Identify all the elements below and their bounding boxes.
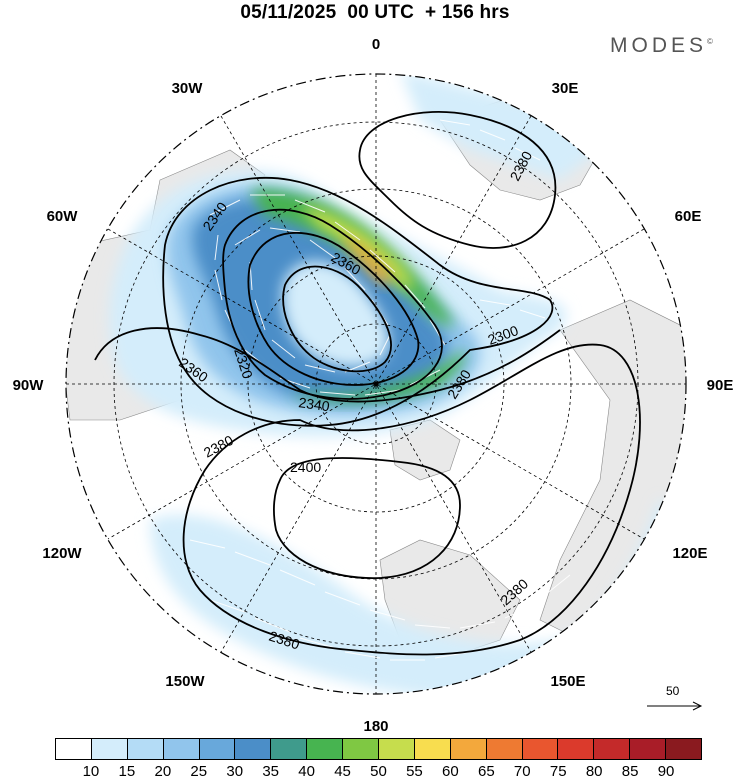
wind-streak: [439, 119, 546, 319]
lon-label-90w: 90W: [13, 377, 45, 394]
contour-2360-inner: [247, 231, 420, 386]
colorbar-tick-label: 60: [442, 763, 459, 780]
lon-label-60e: 60E: [675, 208, 702, 225]
colorbar-swatch: [414, 739, 451, 759]
wind-streak: [189, 539, 571, 629]
colorbar-tick-label: 85: [621, 763, 639, 780]
meridian-30: [220, 115, 532, 653]
colorbar-tick-label: 70: [513, 763, 531, 780]
wind-vectors: [189, 119, 571, 661]
shading-north-atlantic: [400, 74, 600, 180]
meridian-30w: [220, 115, 532, 653]
lon-label-30w: 30W: [172, 80, 204, 97]
lon-label-180: 180: [363, 718, 388, 735]
colorbar-swatch: [666, 739, 702, 759]
colorbar-swatch: [630, 739, 667, 759]
colorbar-swatch: [450, 739, 487, 759]
colorbar-tick-label: 40: [298, 763, 315, 780]
lon-label-120e: 120E: [672, 545, 707, 562]
lat-circle-80: [315, 323, 437, 445]
colorbar-tick-label: 20: [154, 763, 172, 780]
contour-2340-outer: [162, 176, 554, 427]
colorbar-swatch: [307, 739, 344, 759]
shading-jet-core-45: [250, 189, 455, 326]
shading-jet-core-south: [290, 350, 465, 402]
colorbar-tick-label: 50: [370, 763, 387, 780]
colorbar-tick-label: 90: [657, 763, 675, 780]
contour-2320: [222, 208, 443, 400]
colorbar-tick-label: 35: [262, 763, 279, 780]
colorbar-ticks: 10 15 20 25 30 35 40 45 50 55 60 65 70 75 80 85 90: [55, 763, 702, 781]
colorbar-swatch: [91, 739, 128, 759]
colorbar-swatch: [56, 739, 92, 759]
colorbar-tick-label: 75: [549, 763, 567, 780]
wind-speed-shading: [109, 74, 686, 694]
wind-scale-label: 50: [666, 684, 680, 698]
colorbar-tick-label: 80: [585, 763, 603, 780]
longitude-labels: 0 30E 60E 90E 120E 150E 180 150W 120W 90…: [13, 36, 734, 735]
meridian-60: [107, 228, 645, 540]
colorbar-swatch: [235, 739, 272, 759]
wind-streak: [209, 599, 471, 661]
wind-scale-arrow: [647, 701, 703, 711]
modes-logo: MODES©: [610, 34, 713, 58]
lon-label-30e: 30E: [552, 80, 579, 97]
shading-jet-max-65: [340, 235, 392, 285]
graticule: [66, 74, 686, 694]
contour-2400-closed: [273, 457, 461, 579]
contour-label: 2380: [201, 432, 236, 461]
colorbar: [55, 738, 702, 760]
colorbar-tick-label: 55: [406, 763, 423, 780]
contour-2300-core: [282, 265, 392, 373]
lon-label-150e: 150E: [550, 673, 585, 690]
contour-2360-west: [94, 327, 561, 403]
colorbar-tick-label: 45: [334, 763, 351, 780]
colorbar-tick-label: 25: [190, 763, 208, 780]
lon-label-150w: 150W: [165, 673, 205, 690]
contour-2380-northeast: [358, 111, 557, 249]
colorbar-tick-label: 65: [477, 763, 495, 780]
contour-2380-east-loop: [182, 343, 641, 656]
map-boundary: [65, 73, 687, 695]
colorbar-swatch: [127, 739, 164, 759]
colorbar-swatch: [199, 739, 236, 759]
north-pole-dot: [373, 381, 379, 387]
colorbar-swatch: [343, 739, 380, 759]
height-contours: [94, 111, 641, 656]
lon-label-120w: 120W: [42, 545, 82, 562]
wind-streak: [209, 194, 446, 346]
wind-scale-arrowhead: [692, 701, 703, 711]
colorbar-swatch: [522, 739, 559, 759]
colorbar-swatch: [558, 739, 595, 759]
forecast-title: 05/11/2025 00 UTC + 156 hrs: [240, 2, 510, 23]
colorbar-swatch: [594, 739, 631, 759]
colorbar-tick-label: 10: [82, 763, 100, 780]
colorbar-swatch: [486, 739, 523, 759]
lon-label-60w: 60W: [47, 208, 79, 225]
meridian-60w: [107, 228, 645, 540]
contour-label: 2400: [290, 459, 321, 475]
copyright-mark: ©: [707, 37, 713, 46]
contour-label: 2340: [298, 394, 331, 414]
colorbar-swatch: [163, 739, 200, 759]
colorbar-tick-label: 15: [118, 763, 136, 780]
lon-label-0: 0: [372, 36, 380, 53]
colorbar-swatch: [379, 739, 415, 759]
lon-label-90e: 90E: [707, 377, 734, 394]
colorbar-tick-label: 30: [226, 763, 244, 780]
brand-name: MODES: [610, 34, 708, 57]
alaska-land: [389, 419, 461, 481]
colorbar-swatch: [271, 739, 308, 759]
